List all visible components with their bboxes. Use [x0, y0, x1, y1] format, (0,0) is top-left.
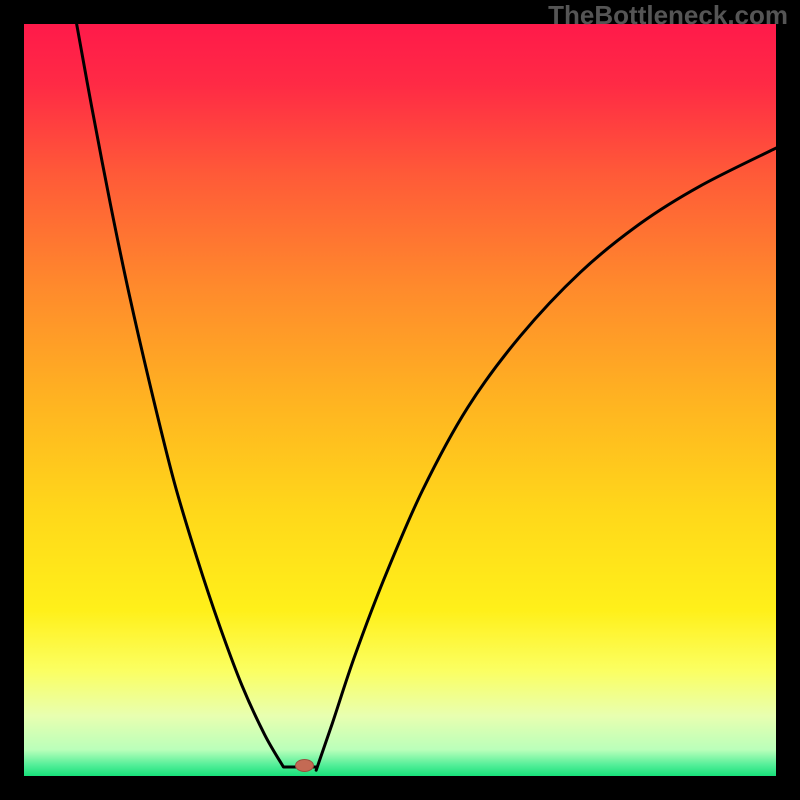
- plot-area: [24, 24, 776, 776]
- chart-frame: TheBottleneck.com: [0, 0, 800, 800]
- gradient-background: [24, 24, 776, 776]
- optimal-point-marker: [295, 759, 313, 771]
- watermark-text: TheBottleneck.com: [548, 0, 788, 31]
- bottleneck-chart: [24, 24, 776, 776]
